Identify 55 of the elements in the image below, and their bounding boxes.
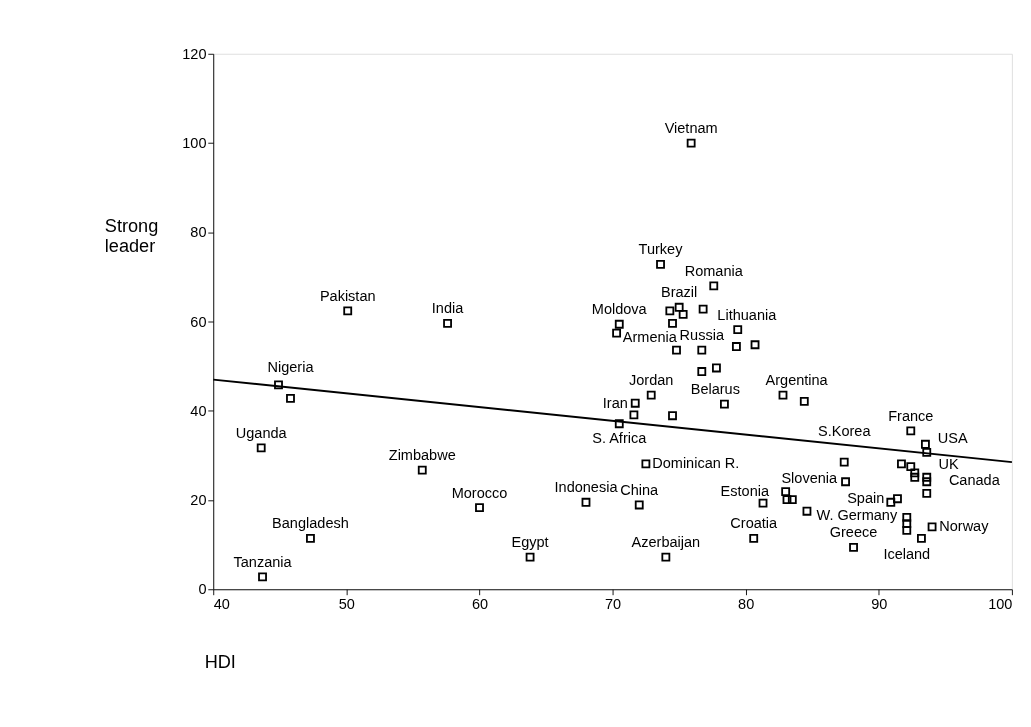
annotation: Norway [939, 518, 990, 535]
annotation: Romania [684, 262, 744, 279]
annotation: Brazil [661, 284, 698, 301]
annotation: Bangladesh [272, 515, 349, 532]
annotation: Lithuania [717, 306, 778, 323]
annotation: Nigeria [267, 358, 315, 375]
x-tick-label: 90 [871, 595, 888, 612]
annotation: France [888, 407, 934, 424]
annotation: Vietnam [664, 120, 718, 137]
annotation: Indonesia [554, 479, 619, 496]
annotation: Armenia [622, 329, 678, 346]
annotation: Moldova [591, 301, 648, 318]
annotation: UK [938, 455, 959, 472]
y-tick-label: 60 [190, 313, 207, 330]
annotation: USA [937, 430, 968, 447]
annotation: Greece [829, 524, 878, 541]
annotation: Argentina [765, 372, 829, 389]
annotation: Jordan [629, 372, 674, 389]
y-tick-label: 120 [182, 45, 207, 62]
y-tick-label: 100 [182, 135, 207, 152]
x-tick-label: 100 [988, 595, 1013, 612]
annotation: S. Africa [592, 429, 648, 446]
annotation: Canada [948, 471, 1001, 488]
annotation: Belarus [690, 381, 740, 398]
annotation: India [431, 300, 465, 317]
annotation: Pakistan [319, 287, 376, 304]
y-axis-title: Strong leader [104, 216, 159, 257]
y-tick-label: 20 [190, 492, 207, 509]
annotation: Turkey [638, 241, 684, 258]
annotation: Egypt [511, 534, 549, 551]
annotation: China [620, 481, 660, 498]
annotation: Morocco [451, 484, 508, 501]
x-tick-label: 60 [471, 595, 489, 612]
annotation: Iceland [883, 545, 931, 562]
y-tick-label: 40 [190, 402, 207, 419]
annotation: Russia [679, 327, 725, 344]
x-tick-label: 80 [738, 595, 755, 612]
annotation: Estonia [720, 483, 770, 500]
annotation: Slovenia [781, 469, 839, 486]
annotation: Azerbaijan [631, 534, 701, 551]
y-tick-label: 80 [190, 224, 207, 241]
annotation: Zimbabwe [388, 447, 456, 464]
x-tick-label: 40 [213, 595, 230, 612]
annotation: W. Germany [816, 507, 898, 524]
x-axis-title: HDI [204, 651, 236, 672]
annotation: Iran [602, 394, 628, 411]
annotation: Tanzania [233, 553, 293, 570]
annotation: S.Korea [818, 422, 872, 439]
x-tick-label: 50 [338, 595, 355, 612]
y-tick-label: 0 [198, 581, 207, 598]
annotation: Croatia [730, 515, 779, 532]
x-tick-label: 70 [604, 595, 622, 612]
annotation: Spain [847, 490, 885, 507]
annotation: Uganda [235, 424, 288, 441]
annotation: Dominican R. [652, 455, 740, 472]
